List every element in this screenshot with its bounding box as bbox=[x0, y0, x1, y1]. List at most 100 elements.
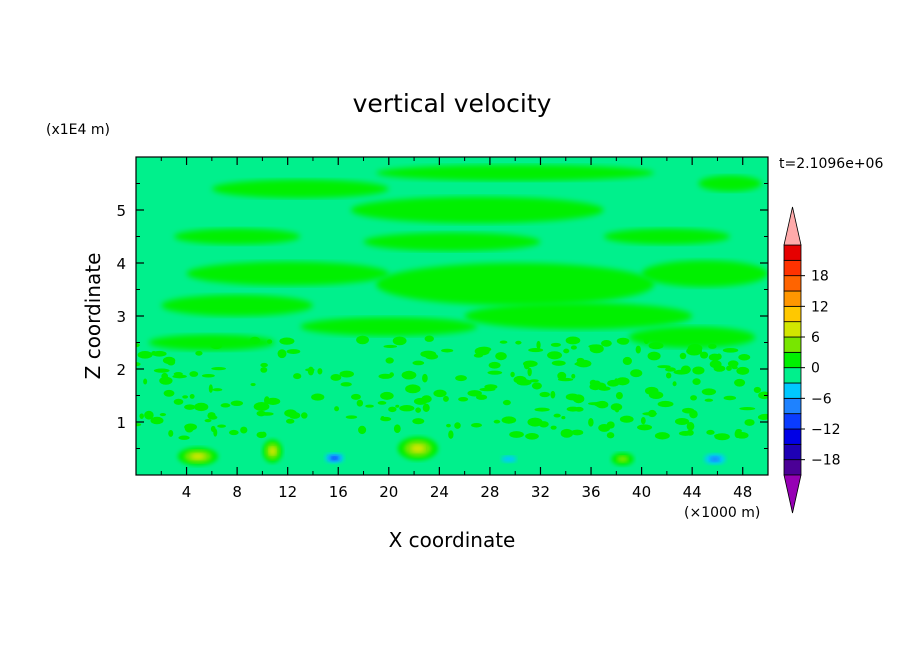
speckle-blob bbox=[630, 369, 643, 378]
speckle-blob bbox=[563, 348, 570, 354]
speckle-blob bbox=[637, 424, 653, 431]
speckle-blob bbox=[648, 342, 664, 350]
x-tick-label: 40 bbox=[632, 483, 651, 501]
speckle-blob bbox=[672, 381, 677, 387]
speckle-blob bbox=[253, 402, 270, 411]
surface-cell bbox=[177, 447, 219, 466]
speckle-blob bbox=[686, 429, 694, 436]
colorbar-segment bbox=[783, 428, 802, 445]
speckle-blob bbox=[217, 424, 227, 428]
speckle-blob bbox=[163, 389, 175, 397]
speckle-blob bbox=[293, 373, 302, 380]
speckle-blob bbox=[560, 428, 574, 438]
colorbar-segment bbox=[783, 367, 802, 384]
colorbar-tick-label: −18 bbox=[811, 453, 841, 469]
speckle-blob bbox=[550, 342, 562, 347]
speckle-blob bbox=[345, 415, 358, 419]
speckle-blob bbox=[260, 362, 268, 368]
speckle-blob bbox=[479, 387, 496, 392]
boundary-layer-speckle bbox=[136, 335, 768, 441]
y-axis-label: Z coordinate bbox=[81, 253, 105, 380]
speckle-blob bbox=[574, 362, 586, 366]
speckle-blob bbox=[307, 366, 314, 376]
speckle-blob bbox=[150, 416, 164, 425]
speckle-blob bbox=[753, 386, 762, 393]
colorbar-segment bbox=[783, 244, 802, 261]
speckle-blob bbox=[571, 429, 584, 436]
speckle-blob bbox=[615, 377, 630, 386]
speckle-blob bbox=[356, 399, 364, 407]
speckle-blob bbox=[493, 419, 501, 424]
updraft-band bbox=[148, 334, 276, 351]
speckle-blob bbox=[210, 341, 223, 350]
y-tick-label: 5 bbox=[116, 202, 126, 220]
speckle-blob bbox=[443, 395, 449, 402]
speckle-blob bbox=[413, 397, 428, 405]
speckle-blob bbox=[682, 407, 695, 414]
speckle-blob bbox=[136, 343, 140, 348]
colorbar-segment bbox=[783, 259, 802, 277]
cell-level bbox=[501, 455, 517, 463]
y-unit-label: (x1E4 m) bbox=[46, 122, 110, 138]
speckle-blob bbox=[739, 407, 756, 411]
speckle-blob bbox=[708, 343, 717, 349]
colorbar-segment bbox=[783, 305, 802, 323]
updraft-bands bbox=[148, 164, 768, 351]
updraft-band bbox=[698, 175, 762, 192]
speckle-blob bbox=[356, 335, 369, 345]
speckle-blob bbox=[201, 374, 215, 378]
colorbar-segment bbox=[783, 382, 802, 399]
x-tick-label: 36 bbox=[581, 483, 600, 501]
speckle-blob bbox=[194, 402, 209, 412]
speckle-blob bbox=[531, 382, 542, 390]
speckle-blob bbox=[657, 365, 671, 369]
speckle-blob bbox=[392, 336, 407, 346]
speckle-blob bbox=[501, 416, 517, 424]
cell-level bbox=[331, 456, 338, 460]
speckle-blob bbox=[665, 367, 676, 372]
speckle-blob bbox=[557, 371, 567, 380]
updraft-band bbox=[161, 294, 313, 316]
plot-area bbox=[136, 157, 768, 475]
speckle-blob bbox=[588, 344, 603, 349]
updraft-band bbox=[186, 261, 389, 286]
speckle-blob bbox=[679, 352, 687, 360]
surface-cell bbox=[493, 452, 525, 466]
x-tick-label: 4 bbox=[182, 483, 192, 501]
speckle-blob bbox=[184, 423, 194, 433]
surface-cells bbox=[177, 436, 731, 468]
speckle-blob bbox=[208, 384, 213, 393]
updraft-band bbox=[363, 232, 541, 252]
speckle-blob bbox=[734, 429, 741, 439]
x-tick-label: 44 bbox=[683, 483, 702, 501]
speckle-blob bbox=[137, 351, 153, 359]
colorbar-tick-label: 18 bbox=[811, 269, 829, 285]
speckle-blob bbox=[195, 350, 203, 356]
speckle-blob bbox=[159, 412, 167, 417]
speckle-blob bbox=[256, 410, 266, 417]
speckle-blob bbox=[738, 354, 751, 361]
speckle-blob bbox=[539, 391, 550, 398]
speckle-blob bbox=[589, 383, 602, 391]
colorbar-under-triangle bbox=[783, 474, 802, 514]
speckle-blob bbox=[513, 375, 527, 384]
speckle-blob bbox=[220, 403, 231, 408]
surface-cell bbox=[699, 451, 731, 468]
colorbar-tick-label: 6 bbox=[811, 330, 820, 346]
x-tick-label: 12 bbox=[278, 483, 297, 501]
speckle-blob bbox=[635, 345, 641, 354]
speckle-blob bbox=[647, 351, 661, 361]
updraft-band bbox=[603, 228, 731, 245]
speckle-blob bbox=[565, 336, 581, 345]
colorbar-tick-label: −6 bbox=[811, 391, 832, 407]
updraft-band bbox=[628, 326, 756, 348]
speckle-blob bbox=[523, 361, 530, 370]
speckle-blob bbox=[250, 382, 256, 387]
speckle-blob bbox=[690, 395, 697, 401]
y-tick-label: 3 bbox=[116, 308, 126, 326]
speckle-blob bbox=[168, 430, 174, 437]
speckle-blob bbox=[654, 432, 670, 440]
speckle-blob bbox=[574, 406, 584, 412]
speckle-blob bbox=[311, 393, 325, 401]
colorbar-tick-label: 0 bbox=[811, 361, 820, 377]
